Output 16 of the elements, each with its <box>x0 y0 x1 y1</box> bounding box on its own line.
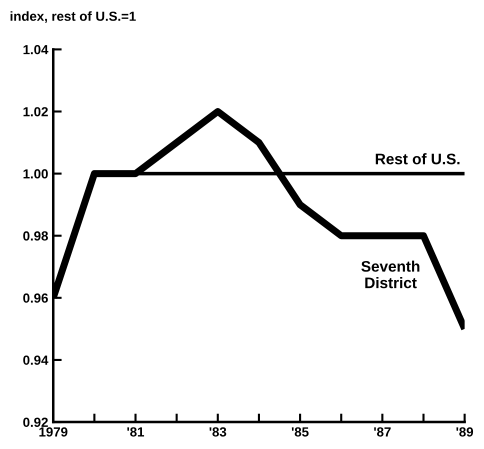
y-tick-label: 0.92 <box>23 418 48 427</box>
x-tick-label: '81 <box>127 427 144 437</box>
y-tick-label: 0.98 <box>23 231 48 241</box>
y-tick-label: 1.04 <box>24 44 48 54</box>
y-tick-label: 0.94 <box>23 356 48 365</box>
y-tick-label: 1.00 <box>24 169 48 179</box>
y-tick-label: 1.02 <box>24 107 48 116</box>
y-tick-label: 0.96 <box>23 293 48 303</box>
x-tick-label: '85 <box>292 427 309 437</box>
x-tick-label: 1979 <box>39 427 68 437</box>
x-tick-label: '83 <box>210 427 226 437</box>
series-label: Seventh District <box>361 260 420 288</box>
x-tick-label: '89 <box>456 427 474 437</box>
series-label: Rest of U.S. <box>376 153 460 164</box>
y-axis-title: index, rest of U.S.=1 <box>10 11 136 23</box>
x-tick-label: '87 <box>374 427 391 437</box>
